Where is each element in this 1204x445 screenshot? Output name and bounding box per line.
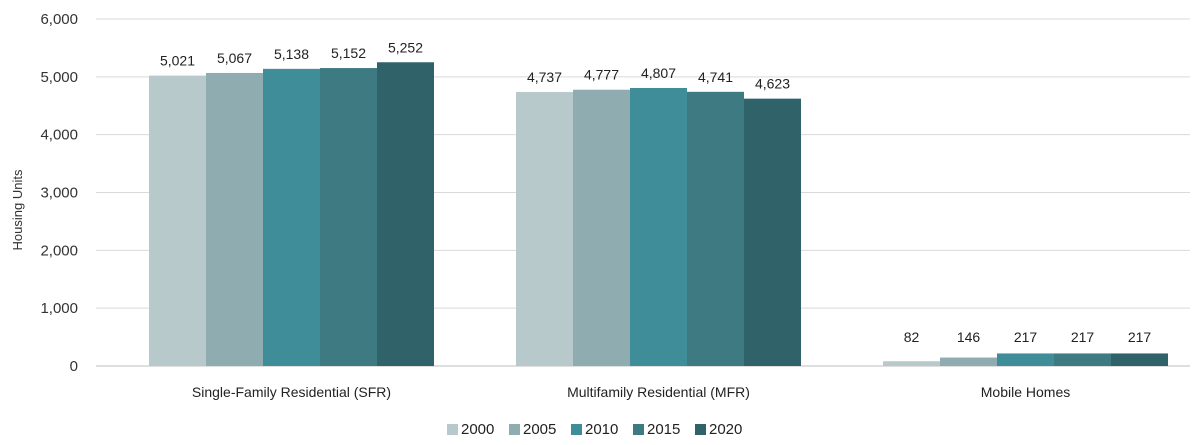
bars [149, 62, 1168, 367]
y-axis-title: Housing Units [10, 169, 25, 250]
bar [630, 87, 687, 366]
data-label: 146 [957, 329, 981, 345]
data-label: 217 [1128, 329, 1152, 345]
data-label: 5,152 [331, 45, 366, 61]
data-label: 4,807 [641, 65, 676, 81]
category-label: Multifamily Residential (MFR) [567, 384, 750, 400]
category-label: Mobile Homes [981, 384, 1070, 400]
y-axis-ticks: 0 1,000 2,000 3,000 4,000 5,000 6,000 [40, 11, 78, 375]
bar [687, 91, 744, 366]
bar [206, 72, 263, 367]
bar [997, 353, 1054, 366]
data-label: 5,138 [274, 46, 309, 62]
legend-label: 2020 [709, 421, 742, 438]
y-tick-label: 2,000 [40, 242, 78, 259]
legend-swatch [447, 424, 458, 435]
bar [573, 89, 630, 366]
category-label: Single-Family Residential (SFR) [192, 384, 391, 400]
legend-swatch [509, 424, 520, 435]
data-label: 5,067 [217, 50, 252, 66]
y-tick-label: 5,000 [40, 69, 78, 86]
legend-label: 2000 [461, 421, 494, 438]
bar [149, 75, 206, 366]
bar [320, 68, 377, 366]
bar [940, 357, 997, 366]
legend-swatch [571, 424, 582, 435]
y-tick-label: 6,000 [40, 11, 78, 28]
bar [1111, 353, 1168, 366]
legend-label: 2010 [585, 421, 618, 438]
data-label: 4,741 [698, 69, 733, 85]
bar [263, 68, 320, 367]
data-label: 82 [904, 329, 920, 345]
data-label: 217 [1071, 329, 1095, 345]
bar [1054, 353, 1111, 366]
bar [744, 98, 801, 366]
data-label: 4,777 [584, 67, 619, 83]
legend-swatch [695, 424, 706, 435]
category-labels: Single-Family Residential (SFR) Multifami… [192, 384, 1070, 400]
y-tick-label: 0 [70, 358, 78, 375]
data-label: 217 [1014, 329, 1038, 345]
data-label: 5,021 [160, 53, 195, 69]
bar [516, 92, 573, 366]
bar [883, 361, 940, 366]
y-tick-label: 3,000 [40, 185, 78, 202]
y-tick-label: 1,000 [40, 300, 78, 317]
legend-label: 2005 [523, 421, 556, 438]
legend-label: 2015 [647, 421, 680, 438]
data-label: 4,737 [527, 69, 562, 85]
bar [377, 62, 434, 366]
legend-swatch [633, 424, 644, 435]
data-label: 5,252 [388, 39, 423, 55]
legend: 2000 2005 2010 2015 2020 [447, 421, 742, 438]
data-label: 4,623 [755, 76, 790, 92]
y-tick-label: 4,000 [40, 127, 78, 144]
data-labels: 5,021 5,067 5,138 5,152 5,252 4,737 4,777 4,807… [160, 39, 1151, 345]
